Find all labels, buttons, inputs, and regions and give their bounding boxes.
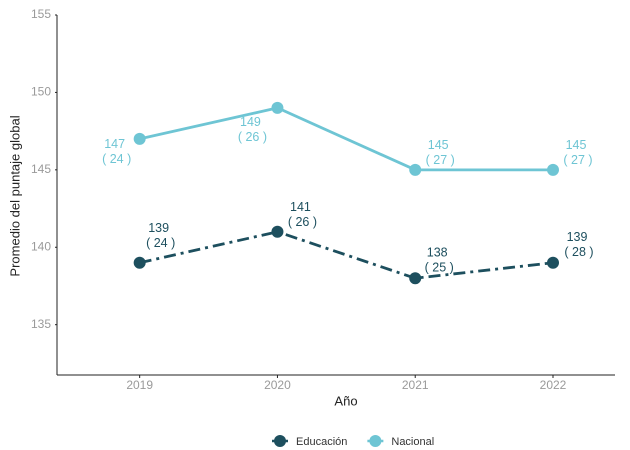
data-label: 138 <box>427 246 448 260</box>
point <box>271 225 284 238</box>
y-axis-title: Promedio del puntaje global <box>7 115 22 276</box>
count-label: ( 28 ) <box>564 245 593 259</box>
data-label: 139 <box>567 230 588 244</box>
point <box>409 272 422 285</box>
point <box>547 163 559 176</box>
y-tick-label: 140 <box>31 239 51 253</box>
legend-label: Educación <box>296 436 347 448</box>
series-line <box>139 106 553 172</box>
count-label: ( 27 ) <box>563 153 592 167</box>
count-label: ( 27 ) <box>426 153 455 167</box>
y-tick-label: 150 <box>31 85 51 99</box>
count-label: ( 24 ) <box>146 236 175 250</box>
data-label: 145 <box>428 138 449 152</box>
series-line <box>139 230 554 280</box>
y-tick-label: 145 <box>31 162 51 176</box>
x-tick-label: 2022 <box>540 378 567 392</box>
point <box>271 101 284 114</box>
y-tick-label: 155 <box>31 7 51 21</box>
data-label: 145 <box>566 138 587 152</box>
count-label: ( 24 ) <box>102 152 131 166</box>
count-label: ( 26 ) <box>288 215 317 229</box>
count-label: ( 26 ) <box>238 130 267 144</box>
legend-marker <box>274 435 286 447</box>
data-label: 149 <box>240 115 261 129</box>
x-tick-label: 2019 <box>126 378 153 392</box>
y-tick-label: 135 <box>31 317 51 331</box>
x-tick-label: 2021 <box>402 378 429 392</box>
data-label: 139 <box>148 221 169 235</box>
x-axis-title: Año <box>334 393 357 408</box>
count-label: ( 25 ) <box>425 261 454 275</box>
legend-label: Nacional <box>391 436 434 448</box>
point <box>133 132 146 145</box>
point <box>133 256 146 269</box>
x-tick-label: 2020 <box>264 378 291 392</box>
legend-marker <box>369 435 382 447</box>
point <box>409 163 422 176</box>
data-label: 147 <box>104 137 125 151</box>
data-label: 141 <box>290 200 311 214</box>
point <box>547 256 559 269</box>
